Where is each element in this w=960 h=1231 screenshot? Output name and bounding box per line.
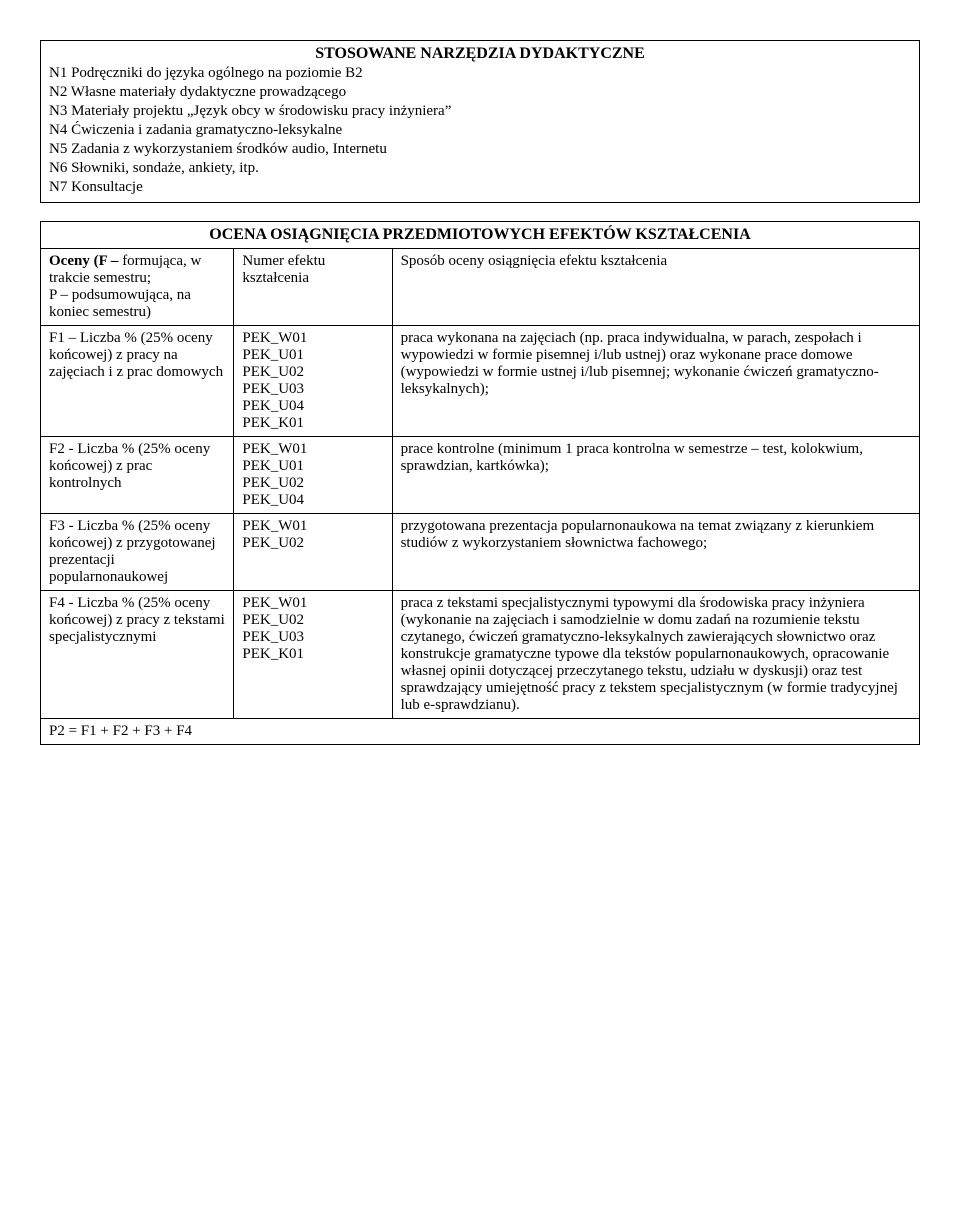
row-method: praca wykonana na zajęciach (np. praca i… [392,326,919,437]
tools-item: N4 Ćwiczenia i zadania gramatyczno-leksy… [49,122,911,139]
assessment-header-col1-bold: Oceny (F – [49,253,118,269]
row-desc: F3 - Liczba % (25% oceny końcowej) z prz… [41,514,234,591]
row-effects: PEK_W01 PEK_U02 [234,514,392,591]
table-row: F1 – Liczba % (25% oceny końcowej) z pra… [41,326,920,437]
assessment-heading: OCENA OSIĄGNIĘCIA PRZEDMIOTOWYCH EFEKTÓW… [41,222,920,249]
assessment-header-col2: Numer efektu kształcenia [234,249,392,326]
tools-item: N3 Materiały projektu „Język obcy w środ… [49,103,911,120]
assessment-header-col3: Sposób oceny osiągnięcia efektu kształce… [392,249,919,326]
assessment-footer: P2 = F1 + F2 + F3 + F4 [41,719,920,745]
tools-cell: STOSOWANE NARZĘDZIA DYDAKTYCZNE N1 Podrę… [41,41,920,203]
row-desc: F1 – Liczba % (25% oceny końcowej) z pra… [41,326,234,437]
row-effects: PEK_W01 PEK_U01 PEK_U02 PEK_U04 [234,437,392,514]
tools-item: N2 Własne materiały dydaktyczne prowadzą… [49,84,911,101]
tools-item: N7 Konsultacje [49,179,911,196]
assessment-header-col1: Oceny (F – formująca, w trakcie semestru… [41,249,234,326]
tools-item: N6 Słowniki, sondaże, ankiety, itp. [49,160,911,177]
row-desc: F2 - Liczba % (25% oceny końcowej) z pra… [41,437,234,514]
tools-item: N1 Podręczniki do języka ogólnego na poz… [49,65,911,82]
row-method: prace kontrolne (minimum 1 praca kontrol… [392,437,919,514]
table-row: F2 - Liczba % (25% oceny końcowej) z pra… [41,437,920,514]
assessment-table: OCENA OSIĄGNIĘCIA PRZEDMIOTOWYCH EFEKTÓW… [40,221,920,745]
row-desc: F4 - Liczba % (25% oceny końcowej) z pra… [41,591,234,719]
row-method: praca z tekstami specjalistycznymi typow… [392,591,919,719]
assessment-footer-row: P2 = F1 + F2 + F3 + F4 [41,719,920,745]
tools-table: STOSOWANE NARZĘDZIA DYDAKTYCZNE N1 Podrę… [40,40,920,203]
tools-heading: STOSOWANE NARZĘDZIA DYDAKTYCZNE [49,45,911,63]
row-effects: PEK_W01 PEK_U01 PEK_U02 PEK_U03 PEK_U04 … [234,326,392,437]
table-row: F4 - Liczba % (25% oceny końcowej) z pra… [41,591,920,719]
tools-item: N5 Zadania z wykorzystaniem środków audi… [49,141,911,158]
assessment-header-row: Oceny (F – formująca, w trakcie semestru… [41,249,920,326]
row-method: przygotowana prezentacja popularnonaukow… [392,514,919,591]
row-effects: PEK_W01 PEK_U02 PEK_U03 PEK_K01 [234,591,392,719]
table-row: F3 - Liczba % (25% oceny końcowej) z prz… [41,514,920,591]
